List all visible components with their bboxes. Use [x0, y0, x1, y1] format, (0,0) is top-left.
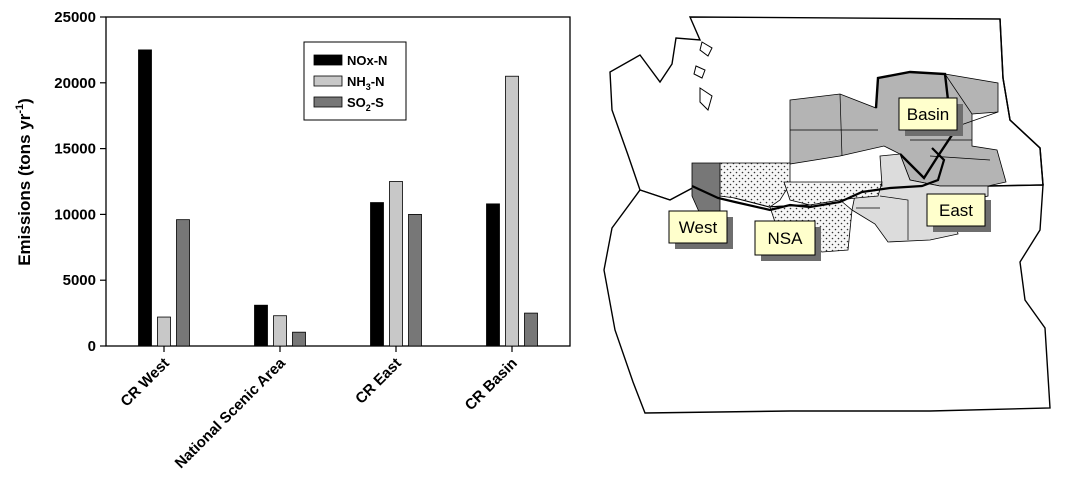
- label-east-text: East: [939, 201, 973, 220]
- legend-label-nox: NOx-N: [347, 53, 387, 68]
- legend-swatch-nox: [313, 54, 343, 66]
- legend: NOx-N NH3-N SO2-S: [303, 41, 407, 121]
- x-category-label: CR Basin: [462, 355, 521, 414]
- legend-label-nh3: NH3-N: [347, 74, 385, 92]
- idaho-border: [999, 18, 1044, 186]
- x-category-label: CR East: [352, 355, 405, 408]
- label-west-text: West: [679, 218, 718, 237]
- y-tick-label: 20000: [54, 75, 96, 92]
- bar-so2-s-2: [408, 213, 422, 347]
- y-axis-title: Emissions (tons yr-1): [14, 98, 34, 266]
- label-basin-text: Basin: [907, 105, 950, 124]
- label-basin: Basin: [898, 97, 963, 136]
- puget-sound-islands: [693, 41, 713, 111]
- label-nsa: NSA: [754, 220, 821, 261]
- y-tick-label: 0: [88, 338, 96, 355]
- legend-swatch-nh3: [313, 75, 343, 87]
- bar-nox-n-3: [486, 203, 500, 347]
- bars: [138, 49, 538, 347]
- label-east-box: [926, 193, 986, 227]
- y-tick-label: 10000: [54, 206, 96, 223]
- label-basin-box: [898, 97, 958, 131]
- bar-nox-n-2: [370, 202, 384, 347]
- x-category-label: National Scenic Area: [172, 354, 290, 472]
- bar-nh3-n-1: [273, 315, 287, 347]
- bar-chart: 0 5000 10000 15000 20000 25000 CR WestNationa…: [14, 9, 571, 472]
- label-west: West: [668, 210, 733, 249]
- x-category-label: CR West: [117, 355, 172, 410]
- bar-nox-n-0: [138, 49, 152, 347]
- bar-so2-s-3: [524, 312, 538, 347]
- legend-label-so2: SO2-S: [347, 95, 384, 113]
- region-nsa-north: [719, 162, 791, 208]
- y-axis: 0 5000 10000 15000 20000 25000: [54, 9, 106, 355]
- bar-nh3-n-0: [157, 316, 171, 347]
- bar-so2-s-1: [292, 331, 306, 347]
- bar-nox-n-1: [254, 304, 268, 347]
- y-tick-label: 25000: [54, 9, 96, 26]
- label-east: East: [926, 193, 991, 232]
- columbia-river: [691, 147, 946, 212]
- bar-nh3-n-2: [389, 181, 403, 347]
- bar-so2-s-0: [176, 219, 190, 347]
- label-west-box: [668, 210, 728, 244]
- region-map: Basin West NSA East: [603, 16, 1051, 414]
- label-nsa-text: NSA: [768, 229, 804, 248]
- y-tick-label: 5000: [63, 272, 96, 289]
- east-county-lines: [856, 195, 909, 240]
- plot-frame: [105, 16, 571, 347]
- label-nsa-box: [754, 220, 816, 256]
- legend-swatch-so2: [313, 96, 343, 108]
- bar-nh3-n-3: [505, 75, 519, 347]
- basin-county-lines: [790, 73, 999, 161]
- y-tick-label: 15000: [54, 141, 96, 158]
